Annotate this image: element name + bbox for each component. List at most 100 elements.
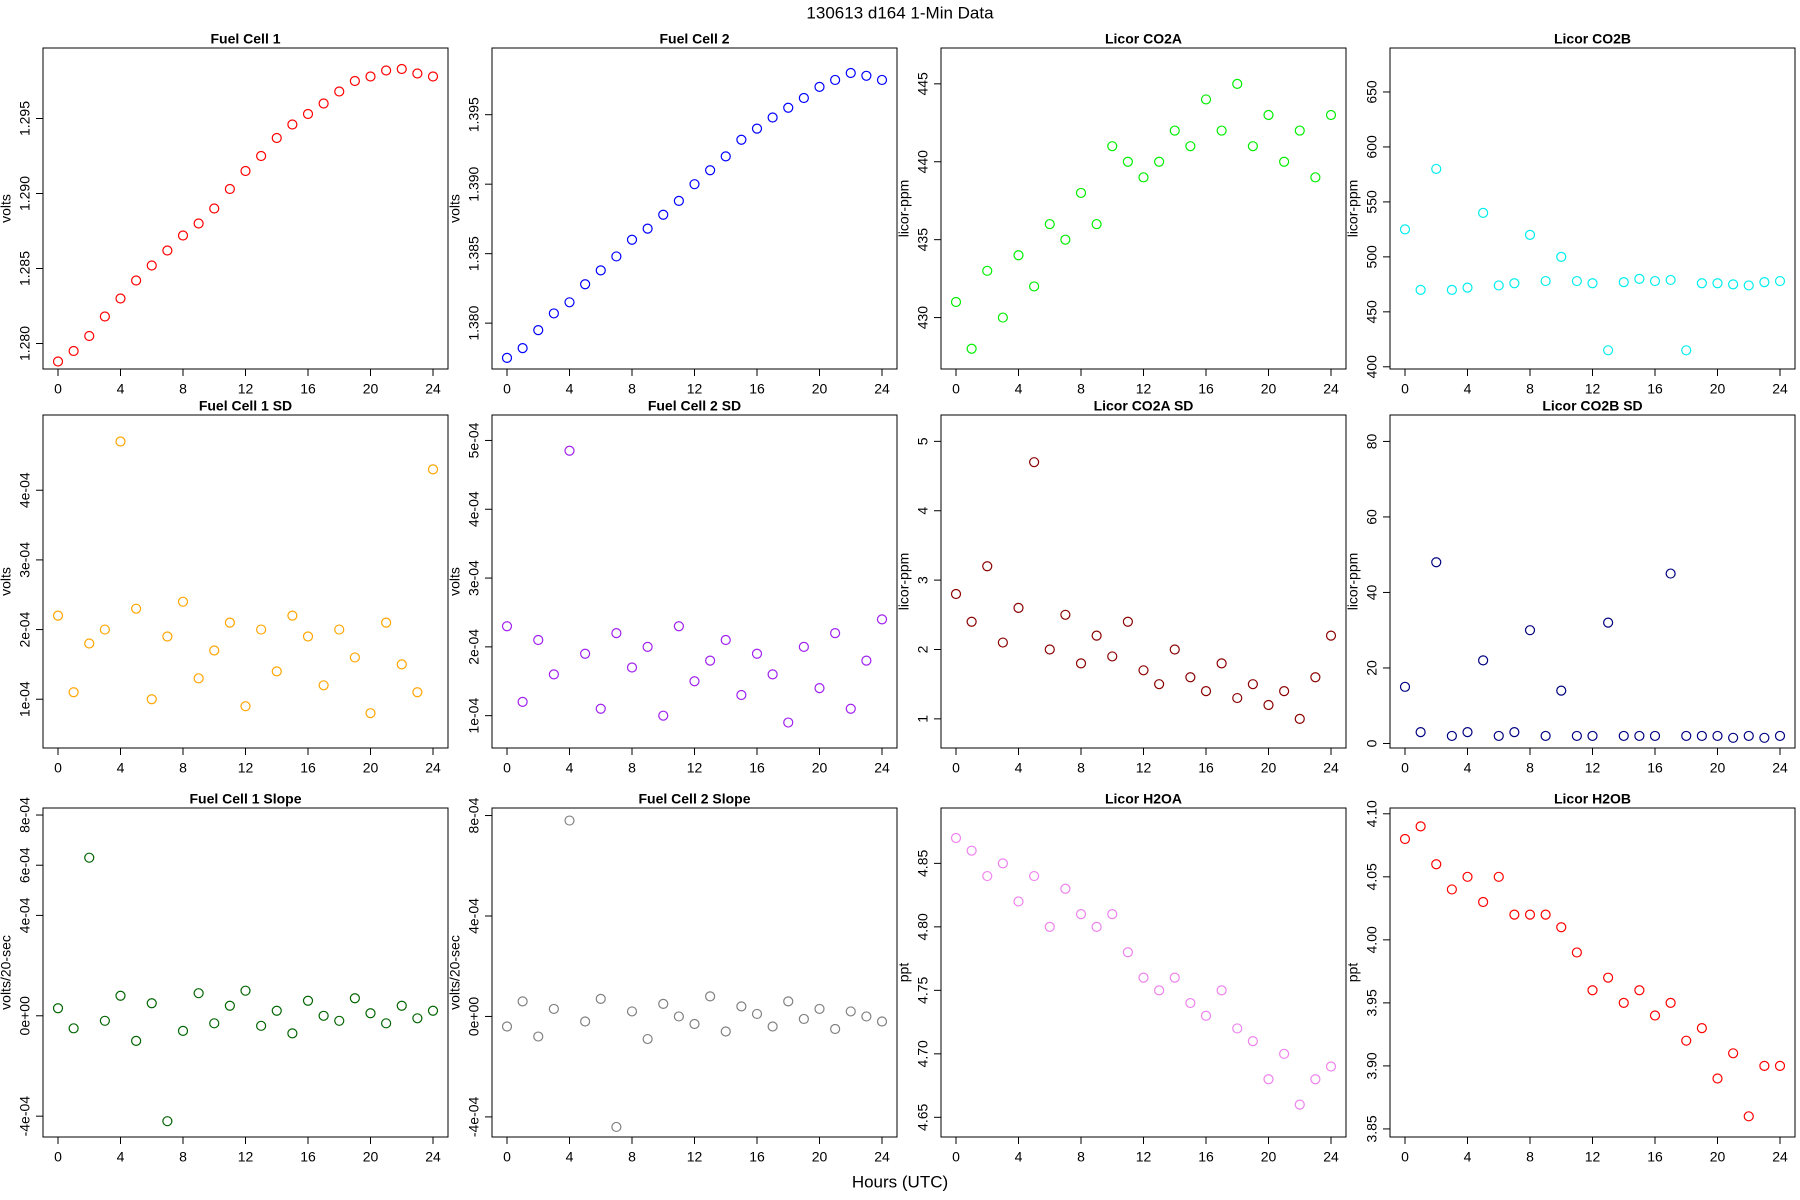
- x-tick-label: 0: [54, 760, 62, 776]
- data-point: [720, 1026, 731, 1037]
- data-point: [1446, 884, 1457, 895]
- data-point: [689, 1018, 700, 1030]
- x-tick-label: 4: [117, 1149, 125, 1165]
- data-point: [642, 1033, 653, 1045]
- y-tick-label: 4: [915, 507, 931, 515]
- data-point: [1774, 1060, 1786, 1072]
- x-tick-label: 16: [300, 381, 316, 397]
- x-tick-label: 20: [812, 1149, 828, 1165]
- data-point: [427, 464, 439, 475]
- data-point: [658, 710, 669, 721]
- x-tick-label: 24: [1772, 1149, 1788, 1165]
- x-tick-label: 8: [1077, 1149, 1085, 1165]
- data-point: [736, 134, 747, 145]
- y-tick-label: 2e-04: [17, 611, 33, 647]
- x-tick-label: 0: [503, 1149, 511, 1165]
- data-point: [642, 223, 653, 234]
- data-point: [736, 1001, 747, 1012]
- data-point: [1415, 727, 1426, 738]
- panel: Fuel Cell 2 Slope volts/20-sec -4e-04 0e+00…: [447, 791, 898, 1165]
- data-point: [595, 265, 606, 276]
- data-point: [1540, 275, 1551, 287]
- y-tick-label: 0e+00: [466, 997, 482, 1037]
- y-tick-label: 600: [1364, 135, 1380, 159]
- data-point: [1247, 141, 1258, 152]
- data-point: [1696, 730, 1707, 742]
- panel-title: Licor H2OB: [1554, 791, 1631, 807]
- y-tick-label: 4e-04: [466, 898, 482, 934]
- data-point: [1122, 947, 1133, 958]
- data-point: [767, 112, 778, 123]
- data-point: [997, 858, 1008, 869]
- data-point: [256, 1020, 267, 1031]
- data-point: [1712, 1073, 1723, 1084]
- panel: Licor CO2A licor-ppm 430 435 440 445 0 4 8 12 16 20…: [896, 31, 1347, 397]
- y-tick-label: 3.95: [1364, 989, 1380, 1016]
- data-point: [814, 1003, 825, 1015]
- data-point: [318, 680, 329, 691]
- panel: Licor H2OB ppt 3.85 3.90 3.95 4.00 4.05 4.10 0 4 8…: [1345, 791, 1796, 1165]
- x-tick-label: 12: [238, 1149, 254, 1165]
- data-point: [1540, 730, 1551, 742]
- data-point: [1759, 277, 1770, 288]
- y-tick-label: 1.280: [17, 326, 33, 361]
- data-point: [595, 703, 606, 714]
- data-point: [501, 1021, 513, 1032]
- data-point: [1665, 274, 1676, 286]
- data-point: [131, 603, 142, 614]
- data-point: [1075, 658, 1087, 669]
- x-tick-label: 20: [1710, 1149, 1726, 1165]
- data-point: [673, 195, 684, 206]
- data-point: [1044, 644, 1055, 655]
- y-tick-label: 4e-04: [17, 472, 33, 508]
- data-point: [256, 150, 267, 162]
- data-point: [177, 230, 189, 241]
- data-point: [1431, 163, 1442, 175]
- data-point: [1399, 681, 1411, 692]
- data-point: [1462, 871, 1473, 882]
- data-point: [1759, 1060, 1770, 1072]
- y-tick-label: 1.295: [17, 101, 33, 136]
- data-point: [1310, 672, 1321, 683]
- data-point: [876, 1016, 888, 1027]
- data-point: [564, 815, 575, 826]
- data-point: [1325, 109, 1337, 121]
- x-tick-label: 4: [1464, 381, 1472, 397]
- panel-title: Licor CO2B SD: [1542, 398, 1642, 414]
- x-tick-label: 0: [952, 1149, 960, 1165]
- data-point: [84, 638, 95, 649]
- data-point: [349, 75, 360, 87]
- data-point: [52, 356, 64, 367]
- panel-title: Licor CO2B: [1554, 31, 1631, 47]
- data-point: [1029, 281, 1040, 292]
- data-point: [1200, 94, 1212, 105]
- data-point: [1743, 280, 1754, 291]
- data-point: [1493, 730, 1504, 742]
- data-point: [68, 687, 79, 698]
- data-point: [365, 71, 376, 82]
- x-tick-label: 4: [566, 760, 574, 776]
- y-tick-label: 440: [915, 150, 931, 174]
- data-point: [1728, 279, 1739, 290]
- data-point: [1107, 141, 1118, 152]
- data-point: [1603, 617, 1614, 628]
- x-tick-label: 0: [54, 1149, 62, 1165]
- y-tick-label: 430: [915, 306, 931, 330]
- data-point: [861, 655, 872, 666]
- data-point: [1200, 1010, 1212, 1021]
- y-tick-label: 400: [1364, 355, 1380, 379]
- x-tick-label: 0: [1401, 1149, 1409, 1165]
- data-point: [68, 1023, 79, 1034]
- data-point: [751, 123, 763, 134]
- y-axis-label: licor-ppm: [1345, 180, 1361, 238]
- y-tick-label: 435: [915, 228, 931, 252]
- data-point: [950, 832, 962, 844]
- data-point: [1013, 602, 1024, 613]
- data-point: [131, 1035, 142, 1046]
- data-point: [720, 634, 731, 646]
- y-axis-label: ppt: [896, 963, 912, 983]
- data-point: [658, 209, 669, 220]
- y-tick-label: 4e-04: [17, 897, 33, 933]
- data-point: [1325, 630, 1337, 641]
